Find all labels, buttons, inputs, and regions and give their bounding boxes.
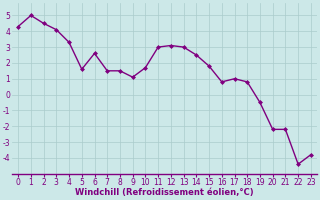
X-axis label: Windchill (Refroidissement éolien,°C): Windchill (Refroidissement éolien,°C) <box>75 188 254 197</box>
